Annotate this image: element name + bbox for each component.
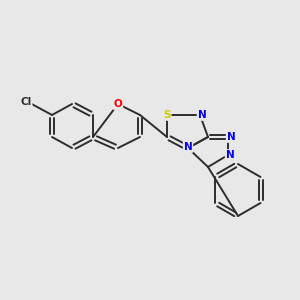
- Text: Cl: Cl: [20, 97, 32, 107]
- Text: N: N: [198, 110, 206, 120]
- Text: N: N: [184, 142, 192, 152]
- Text: N: N: [226, 132, 236, 142]
- Text: S: S: [163, 110, 171, 120]
- Text: O: O: [114, 99, 122, 109]
- Text: N: N: [226, 150, 234, 160]
